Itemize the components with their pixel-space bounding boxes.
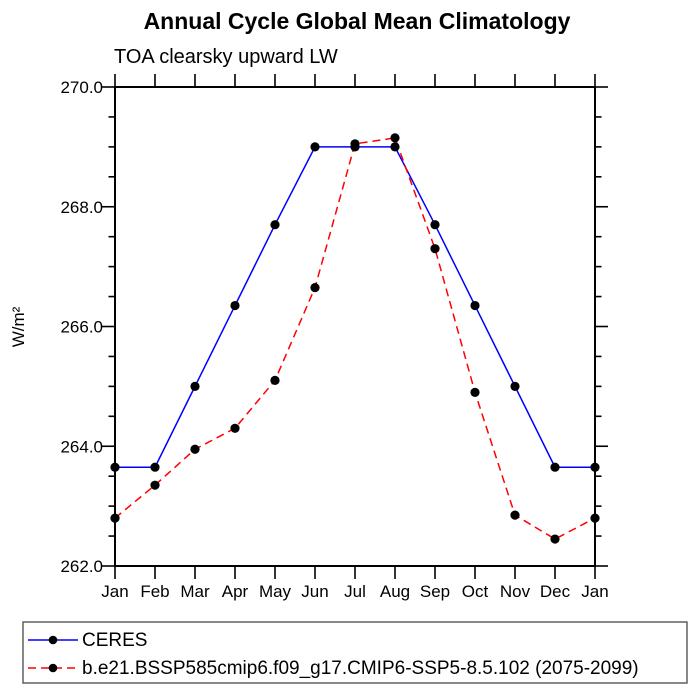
x-tick-label: Apr (222, 582, 249, 601)
plot-axes: Jan Feb Mar Apr May Jun Jul Aug Sep Oct Nov Dec Jan 2… (60, 74, 609, 601)
x-tick-label: Oct (462, 582, 489, 601)
data-point-marker (590, 462, 600, 472)
x-tick-label: Mar (180, 582, 210, 601)
data-point-marker (310, 282, 320, 293)
data-point-marker (270, 220, 280, 230)
data-point-marker (590, 513, 600, 523)
x-tick-label: May (259, 582, 292, 601)
legend-label: b.e21.BSSP585cmip6.f09_g17.CMIP6-SSP5-8.… (82, 658, 639, 679)
legend-marker (48, 663, 58, 673)
data-point-marker (550, 534, 560, 544)
x-tick-label: Sep (420, 582, 450, 601)
data-point-marker (310, 142, 320, 152)
x-tick-label: Jul (344, 582, 366, 601)
legend-marker (48, 635, 58, 645)
legend-box (22, 621, 688, 684)
y-tick-label: 266.0 (60, 318, 103, 337)
data-point-marker (230, 423, 240, 433)
legend-label: CERES (82, 630, 147, 651)
data-point-marker (430, 244, 440, 254)
x-tick-label: Aug (380, 582, 410, 601)
chart-subtitle: TOA clearsky upward LW (114, 46, 338, 68)
data-point-marker (390, 142, 400, 152)
data-point-marker (430, 220, 440, 230)
data-point-marker (350, 139, 360, 149)
data-point-marker (230, 300, 240, 311)
x-tick-label: Nov (500, 582, 531, 601)
plot-frame-border (114, 86, 596, 567)
data-point-marker (510, 381, 520, 391)
series-line-1 (114, 137, 596, 540)
y-axis-label: W/m² (9, 306, 28, 347)
legend: CERES b.e21.BSSP585cmip6.f09_g17.CMIP6-SS… (22, 621, 688, 684)
data-point-marker (150, 480, 160, 490)
data-point-marker (190, 444, 200, 454)
data-point-marker (190, 381, 200, 391)
x-tick-label: Feb (140, 582, 169, 601)
y-tick-label: 268.0 (60, 198, 103, 217)
chart-title: Annual Cycle Global Mean Climatology (144, 8, 571, 34)
data-point-marker (110, 462, 120, 472)
x-tick-label: Jun (301, 582, 328, 601)
data-point-marker (390, 133, 400, 143)
x-tick-label: Dec (540, 582, 571, 601)
data-point-marker (150, 462, 160, 472)
data-series (110, 133, 600, 544)
data-point-marker (550, 462, 560, 472)
data-point-marker (470, 387, 480, 397)
x-tick-label: Jan (581, 582, 608, 601)
data-point-marker (270, 375, 280, 385)
data-point-marker (510, 510, 520, 520)
y-tick-label: 270.0 (60, 78, 103, 97)
data-point-marker (110, 513, 120, 523)
y-tick-label: 262.0 (60, 557, 103, 576)
series-line-0 (115, 146, 595, 468)
data-point-marker (470, 300, 480, 311)
x-tick-label: Jan (101, 582, 128, 601)
y-tick-label: 264.0 (60, 437, 103, 456)
